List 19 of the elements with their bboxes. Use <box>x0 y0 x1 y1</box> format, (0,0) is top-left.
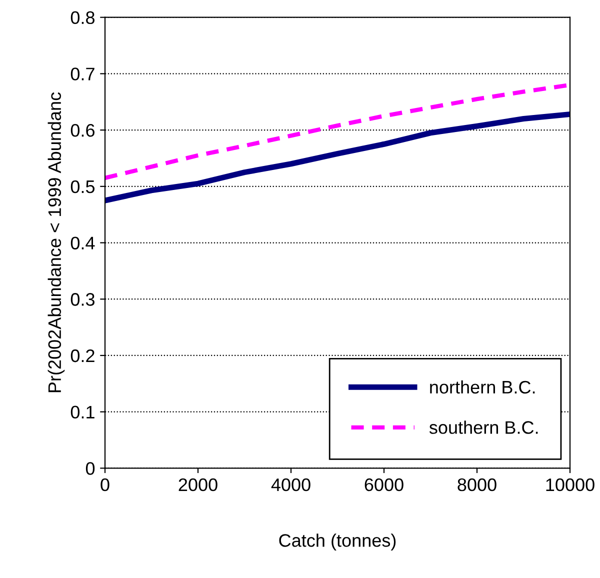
y-tick-label: 0.5 <box>70 180 95 194</box>
y-axis-title: Pr(2002Abundance < 1999 Abundanc <box>48 92 65 392</box>
y-tick-label: 0 <box>86 462 95 475</box>
x-tick-label: 8000 <box>458 478 496 492</box>
y-tick-label: 0.3 <box>70 293 94 306</box>
y-tick-label: 0.4 <box>70 236 95 250</box>
legend-label: northern B.C. <box>430 380 535 394</box>
x-axis-title: Catch (tonnes) <box>279 534 396 550</box>
y-tick-label: 0.1 <box>70 406 94 419</box>
y-tick-label: 0.8 <box>70 11 94 24</box>
legend-label: southern B.C. <box>429 420 538 434</box>
y-tick-label: 0.2 <box>70 349 94 362</box>
y-tick-label: 0.7 <box>70 68 94 80</box>
x-tick-label: 10000 <box>546 478 594 492</box>
x-tick-label: 4000 <box>271 478 310 492</box>
y-tick-label: 0.6 <box>70 124 94 137</box>
x-tick-label: 0 <box>100 478 110 492</box>
x-tick-label: 2000 <box>178 478 218 492</box>
x-tick-label: 6000 <box>364 478 404 492</box>
